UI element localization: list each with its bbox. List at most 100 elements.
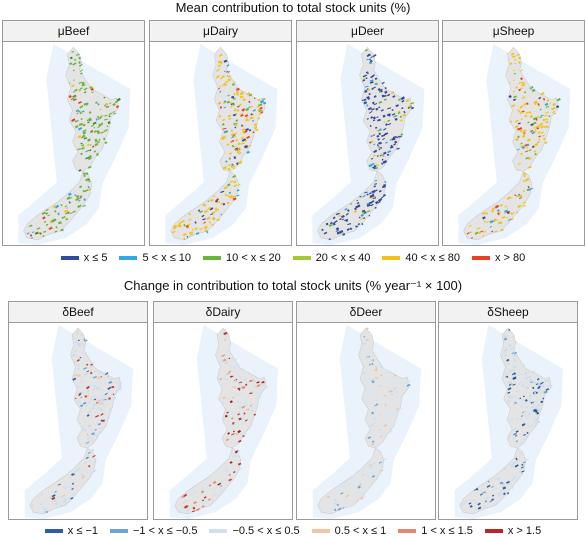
bottom-panel-1-catchment-mark bbox=[222, 382, 225, 385]
top-panel-1-catchment-mark bbox=[230, 195, 235, 200]
bottom-panel-2-catchment-mark bbox=[380, 365, 384, 368]
top-panel-3-catchment-mark bbox=[523, 84, 526, 86]
top-panel-3-catchment-mark bbox=[553, 112, 557, 115]
bottom-panel-1-catchment-mark bbox=[237, 439, 242, 443]
top-panel-1-catchment-mark bbox=[218, 87, 221, 90]
top-panel-2-catchment-mark bbox=[372, 116, 376, 120]
top-panel-2-catchment-mark bbox=[405, 99, 410, 103]
bottom-panel-3-catchment-mark bbox=[528, 399, 532, 403]
bottom-panel-0-catchment-mark bbox=[81, 351, 84, 354]
bottom-panel-0-catchment-mark bbox=[82, 401, 87, 405]
top-panel-1-catchment-mark bbox=[201, 214, 205, 218]
top-panel-2-catchment-mark bbox=[401, 107, 404, 110]
top-panel-2-catchment-mark bbox=[380, 195, 385, 199]
top-panel-1-catchment-mark bbox=[237, 161, 242, 165]
top-panel-1-catchment-mark bbox=[213, 195, 216, 198]
top-panel-0-catchment-mark bbox=[108, 115, 111, 118]
top-panel-2-catchment-mark bbox=[392, 135, 397, 139]
bottom-panel-2-catchment-mark bbox=[403, 380, 408, 384]
bottom-panel-2-catchment-mark bbox=[395, 390, 398, 394]
bottom-panel-0-catchment-mark bbox=[70, 497, 74, 500]
top-panel-3-catchment-mark bbox=[504, 212, 507, 215]
top-panel-0-catchment-mark bbox=[114, 100, 119, 104]
bottom-panel-1-catchment-mark bbox=[223, 331, 228, 335]
bottom-panel-3-catchment-mark bbox=[544, 379, 549, 383]
bottom-panel-2-catchment-mark bbox=[367, 420, 371, 423]
top-panel-3-catchment-mark bbox=[555, 105, 560, 109]
top-panel-2-catchment-mark bbox=[377, 198, 383, 202]
bottom-panel-0-catchment-mark bbox=[103, 394, 106, 397]
legend-item: x ≤ −1 bbox=[44, 525, 98, 537]
bottom-panel-0-catchment-mark bbox=[48, 495, 53, 500]
top-panel-0-catchment-mark bbox=[75, 109, 79, 113]
top-panel-3-catchment-mark bbox=[525, 111, 529, 114]
bottom-panel-1-catchment-mark bbox=[200, 490, 205, 494]
bottom-panel-3-catchment-mark bbox=[537, 390, 542, 394]
bottom-panel-0-catchment-mark bbox=[82, 342, 85, 346]
bottom-panel-0-catchment-mark bbox=[51, 494, 56, 498]
top-panel-3-catchment-mark bbox=[504, 209, 509, 213]
top-panel-3-catchment-mark bbox=[513, 79, 515, 81]
top-panel-1-catchment-mark bbox=[250, 113, 253, 116]
top-panel-3-catchment-mark bbox=[521, 134, 526, 138]
bottom-panel-3-catchment-mark bbox=[536, 378, 540, 381]
bottom-panel-0-catchment-mark bbox=[118, 386, 121, 388]
top-panel-1-catchment-mark bbox=[257, 117, 261, 120]
top-panel-0-catchment-mark bbox=[90, 129, 93, 132]
bottom-panel-2-catchment-mark bbox=[373, 429, 376, 431]
top-panel-0-catchment-fill bbox=[26, 51, 121, 239]
bottom-panel-1-catchment-mark bbox=[238, 417, 242, 421]
top-panel-3-catchment-mark bbox=[520, 118, 523, 121]
bottom-panel-1-catchment-mark bbox=[240, 433, 244, 437]
top-panel-1-catchment-fill bbox=[171, 53, 267, 241]
top-panel-1-catchment-mark bbox=[235, 112, 238, 115]
bottom-panel-3-catchment-mark bbox=[477, 506, 482, 510]
bottom-panel-1-catchment-mark bbox=[236, 363, 239, 367]
bottom-panel-0-catchment-mark bbox=[73, 471, 77, 474]
top-panel-3-catchment-mark bbox=[519, 69, 524, 72]
bottom-panel-3-catchment-mark bbox=[537, 408, 542, 412]
top-panel-3-catchment-mark bbox=[531, 88, 536, 93]
bottom-panel-0-catchment-mark bbox=[95, 414, 100, 418]
top-panel-2-catchment-mark bbox=[398, 98, 401, 101]
bottom-panel-3-catchment-mark bbox=[489, 500, 493, 503]
top-panel-1-catchment-mark bbox=[235, 90, 239, 93]
bottom-panel-3-catchment-mark bbox=[507, 380, 512, 384]
top-panel-1-catchment-mark bbox=[194, 227, 198, 231]
bottom-panel-1-catchment-mark bbox=[238, 382, 242, 386]
bottom-panel-3-catchment-mark bbox=[530, 401, 533, 404]
legend-item: −0.5 < x ≤ 0.5 bbox=[209, 525, 300, 537]
top-panel-1-catchment-mark bbox=[230, 132, 235, 137]
bottom-panel-title: δDairy bbox=[154, 302, 292, 323]
bottom-panel-1-catchment-mark bbox=[225, 358, 230, 362]
bottom-panel-3-catchment-mark bbox=[494, 477, 498, 480]
top-panel-1-catchment-mark bbox=[228, 194, 233, 199]
top-panel-2-catchment-mark bbox=[341, 218, 345, 221]
bottom-panel-0-catchment-mark bbox=[101, 419, 106, 423]
top-panel-0-catchment-mark bbox=[41, 211, 46, 216]
top-panel-2-catchment-mark bbox=[332, 223, 336, 226]
top-panel-0-catchment-mark bbox=[39, 232, 42, 235]
bottom-panel-0-catchment-mark bbox=[74, 397, 77, 400]
top-panel-2-catchment-fill bbox=[321, 49, 415, 241]
bottom-panel-2-catchment-mark bbox=[377, 385, 381, 388]
top-panel-1-catchment-mark bbox=[253, 97, 256, 100]
top-panel-0-catchment-mark bbox=[81, 83, 85, 87]
bottom-panel-3: δSheep bbox=[438, 301, 578, 520]
top-panel-1-catchment-mark bbox=[203, 204, 207, 207]
top-panel-3-catchment-mark bbox=[486, 220, 490, 224]
bottom-panel-0-catchment-mark bbox=[83, 367, 88, 370]
bottom-panel-2-catchment-mark bbox=[327, 493, 331, 496]
bottom-panel-3-catchment-mark bbox=[474, 501, 478, 504]
top-panel-1-catchment-mark bbox=[232, 167, 235, 170]
top-panel-2-catchment-mark bbox=[376, 134, 380, 138]
top-panel-2-catchment-mark bbox=[383, 121, 386, 124]
top-panel-2-catchment-mark bbox=[400, 96, 406, 101]
top-panel-1-catchment-mark bbox=[239, 92, 244, 96]
top-panel-3-catchment-mark bbox=[491, 207, 496, 210]
top-panel-3-catchment-mark bbox=[531, 145, 535, 148]
top-panel-2-catchment-mark bbox=[349, 203, 353, 205]
bottom-panel-2-catchment-mark bbox=[373, 412, 377, 416]
bottom-panel-0-catchment-mark bbox=[84, 371, 88, 374]
top-panel-0-catchment-mark bbox=[29, 234, 33, 237]
